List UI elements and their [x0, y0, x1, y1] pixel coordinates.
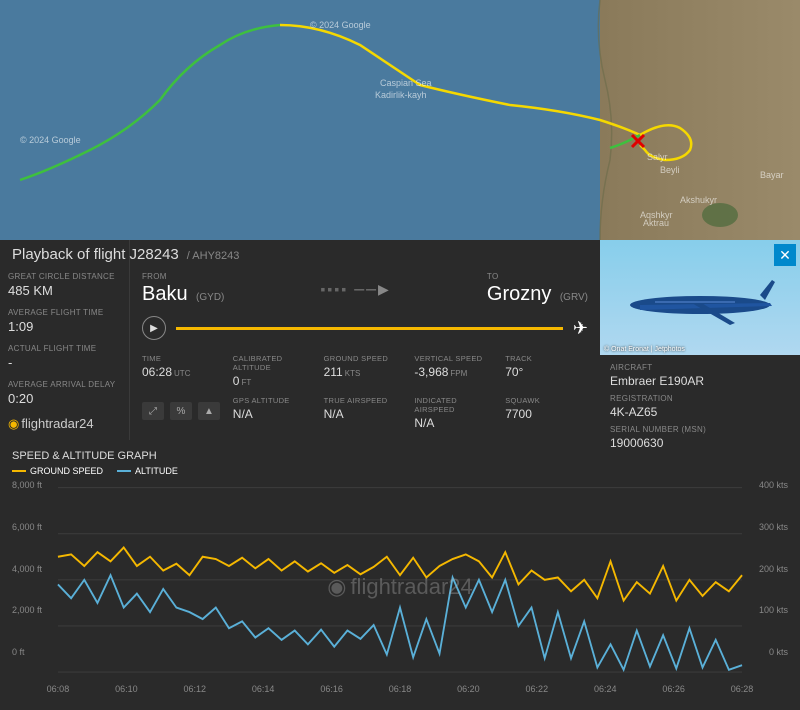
- playback-title: Playback of flight J28243: [12, 246, 179, 263]
- map-label: Akshukyr: [680, 195, 717, 205]
- map-watermark: © 2024 Google: [20, 135, 81, 145]
- chart-watermark: flightradar24: [327, 574, 473, 600]
- info-panel: Playback of flight J28243 / AHY8243 GREA…: [0, 240, 800, 440]
- map-label: Salyr: [647, 152, 668, 162]
- legend-speed: GROUND SPEED: [12, 466, 103, 476]
- chart-area[interactable]: flightradar24 8,000 ft 6,000 ft 4,000 ft 2,…: [12, 482, 788, 692]
- graph-panel: SPEED & ALTITUDE GRAPH GROUND SPEED ALTI…: [0, 440, 800, 710]
- y-right-label: 300 kts: [759, 522, 788, 532]
- y-right-label: 200 kts: [759, 564, 788, 574]
- map-label: Beyli: [660, 165, 680, 175]
- to-code: (GRV): [560, 292, 588, 303]
- x-label: 06:24: [594, 684, 617, 694]
- aircraft-type: Embraer E190AR: [610, 374, 790, 388]
- map-label: Kadirlik-kayh: [375, 90, 427, 100]
- from-city: Baku: [142, 283, 188, 305]
- close-button[interactable]: ✕: [774, 244, 796, 266]
- map-area[interactable]: © 2024 Google © 2024 Google Caspian Sea K…: [0, 0, 800, 240]
- from-code: (GYD): [196, 292, 224, 303]
- map-label: Caspian Sea: [380, 78, 432, 88]
- gpsalt-value: N/A: [233, 407, 316, 421]
- ias-value: N/A: [414, 416, 497, 430]
- x-label: 06:18: [389, 684, 412, 694]
- aircraft-photo: ✕ © Onat Eronat | Jetphotos: [600, 240, 800, 355]
- icon-btn-2[interactable]: %: [170, 402, 192, 420]
- gspd-value: 211: [324, 365, 343, 379]
- aircraft-reg: 4K-AZ65: [610, 405, 790, 419]
- calt-value: 0: [233, 374, 240, 388]
- legend-alt: ALTITUDE: [117, 466, 178, 476]
- x-label: 06:12: [184, 684, 207, 694]
- track-value: 70°: [505, 365, 588, 379]
- y-left-label: 4,000 ft: [12, 564, 42, 574]
- plane-icon: ✈: [573, 318, 588, 339]
- x-label: 06:08: [47, 684, 70, 694]
- map-label: Aktrau: [643, 218, 669, 228]
- y-right-label: 100 kts: [759, 605, 788, 615]
- x-label: 06:22: [526, 684, 549, 694]
- map-watermark: © 2024 Google: [310, 20, 371, 30]
- aad-label: AVERAGE ARRIVAL DELAY: [8, 380, 121, 389]
- x-label: 06:26: [662, 684, 685, 694]
- squawk-value: 7700: [505, 407, 588, 421]
- icon-btn-3[interactable]: ▲: [198, 402, 220, 420]
- route-arrow-icon: ▪▪▪▪ ──▶: [224, 281, 487, 298]
- x-label: 06:10: [115, 684, 138, 694]
- aft-label: AVERAGE FLIGHT TIME: [8, 308, 121, 317]
- photo-credit: © Onat Eronat | Jetphotos: [604, 346, 685, 353]
- aircraft-msn: 19000630: [610, 436, 790, 450]
- y-left-label: 8,000 ft: [12, 480, 42, 490]
- x-label: 06:14: [252, 684, 275, 694]
- gcd-label: GREAT CIRCLE DISTANCE: [8, 272, 121, 281]
- map-label: Bayar: [760, 170, 784, 180]
- x-label: 06:20: [457, 684, 480, 694]
- actual-value: -: [8, 355, 121, 370]
- icon-btn-1[interactable]: ⤢: [142, 402, 164, 420]
- x-label: 06:28: [731, 684, 754, 694]
- y-right-label: 0 kts: [769, 647, 788, 657]
- actual-label: ACTUAL FLIGHT TIME: [8, 344, 121, 353]
- gcd-value: 485: [8, 283, 30, 298]
- to-label: TO: [487, 272, 588, 281]
- aft-value: 1:09: [8, 319, 121, 334]
- y-left-label: 6,000 ft: [12, 522, 42, 532]
- from-label: FROM: [142, 272, 224, 281]
- time-value: 06:28: [142, 365, 172, 379]
- playback-subtitle: / AHY8243: [187, 250, 240, 262]
- y-left-label: 2,000 ft: [12, 605, 42, 615]
- vspd-value: -3,968: [414, 365, 448, 379]
- y-left-label: 0 ft: [12, 647, 25, 657]
- fr24-logo: flightradar24: [8, 416, 121, 432]
- tas-value: N/A: [324, 407, 407, 421]
- y-right-label: 400 kts: [759, 480, 788, 490]
- aad-value: 0:20: [8, 391, 121, 406]
- progress-bar[interactable]: [176, 327, 563, 330]
- x-label: 06:16: [320, 684, 343, 694]
- to-city: Grozny: [487, 283, 551, 305]
- play-button[interactable]: ▶: [142, 316, 166, 340]
